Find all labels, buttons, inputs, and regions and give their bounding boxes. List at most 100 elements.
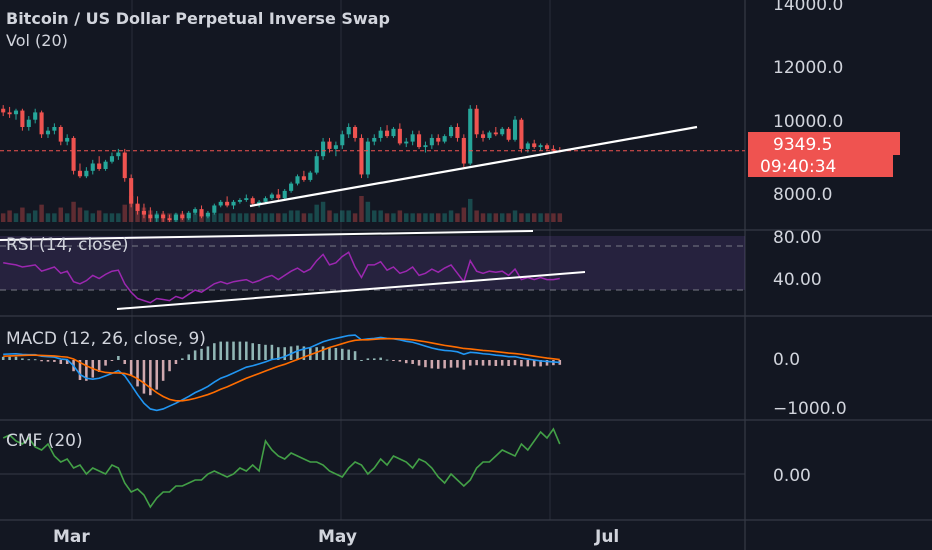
macd-histogram-bar xyxy=(462,360,466,370)
macd-histogram-bar xyxy=(398,360,402,362)
candle xyxy=(480,130,486,142)
macd-histogram-bar xyxy=(155,360,159,390)
candle xyxy=(84,167,89,179)
volume-bars xyxy=(0,196,563,222)
macd-histogram-bar xyxy=(136,360,139,387)
cmf-tick-label: 0.00 xyxy=(773,466,811,486)
last-price-badge xyxy=(748,132,900,155)
macd-histogram-bar xyxy=(104,360,107,366)
volume-bar xyxy=(250,213,255,222)
macd-histogram-bar xyxy=(257,344,261,360)
volume-bar xyxy=(487,213,492,222)
volume-bar xyxy=(52,213,57,222)
volume-bar xyxy=(218,213,223,222)
macd-histogram-bar xyxy=(340,348,344,360)
macd-histogram-bar xyxy=(366,358,370,360)
candle xyxy=(199,205,204,219)
candle xyxy=(58,125,63,146)
macd-histogram-bar xyxy=(449,360,453,368)
macd-histogram-bar xyxy=(193,350,197,360)
trendline-rsi-upper[interactable] xyxy=(0,230,534,241)
macd-histogram-bar xyxy=(238,341,242,360)
macd-histogram-bar xyxy=(232,341,235,360)
macd-histogram-bar xyxy=(385,359,389,361)
macd-histogram-bar xyxy=(110,360,114,361)
volume-bar xyxy=(320,201,326,222)
macd-histogram-bar xyxy=(264,344,267,360)
time-label-jul: Jul xyxy=(594,527,619,547)
macd-histogram-bar xyxy=(251,343,254,360)
macd-histogram-bar xyxy=(270,344,274,360)
volume-bar xyxy=(359,196,364,222)
volume-bar xyxy=(340,210,345,222)
candle xyxy=(301,170,306,182)
volume-bar xyxy=(480,213,486,222)
candle xyxy=(410,130,415,146)
candle xyxy=(359,134,364,179)
price-panel[interactable] xyxy=(0,105,745,222)
macd-histogram-bar xyxy=(302,346,306,360)
volume-bar xyxy=(391,213,396,222)
rsi-panel[interactable] xyxy=(0,230,745,310)
macd-histogram-bar xyxy=(46,360,50,362)
macd-histogram-bar xyxy=(379,357,382,360)
time-axis[interactable]: Mar May Jul xyxy=(53,527,619,547)
volume-bar xyxy=(308,213,313,222)
trendline-upper[interactable] xyxy=(249,125,698,208)
macd-tick-label: 0.0 xyxy=(773,350,800,370)
price-tick-label: 12000.0 xyxy=(773,58,843,78)
macd-histogram-bar xyxy=(123,360,127,364)
macd-histogram-bar xyxy=(277,347,280,360)
macd-histogram-bar xyxy=(142,360,146,394)
candle xyxy=(141,203,146,219)
macd-histogram-bar xyxy=(500,360,504,366)
macd-histogram-bar xyxy=(539,360,542,367)
volume-bar xyxy=(45,213,51,222)
volume-bar xyxy=(288,210,294,222)
macd-signal-line xyxy=(3,337,560,402)
candle xyxy=(429,134,434,149)
trendline-rsi-lower[interactable] xyxy=(116,271,586,310)
candle xyxy=(116,148,121,160)
volume-bar xyxy=(506,213,511,222)
candle xyxy=(436,134,441,146)
macd-panel[interactable] xyxy=(1,334,562,412)
volume-bar xyxy=(461,207,467,222)
candle xyxy=(122,148,127,182)
volume-bar xyxy=(276,213,281,222)
macd-histogram-bar xyxy=(456,360,459,368)
volume-bar xyxy=(365,201,371,222)
volume-bar xyxy=(96,210,102,222)
candle xyxy=(353,125,358,142)
candle xyxy=(391,127,396,138)
volume-bar xyxy=(557,213,563,222)
macd-histogram-bar xyxy=(481,360,485,366)
volume-bar xyxy=(512,210,518,222)
macd-histogram-bar xyxy=(417,360,421,366)
candle xyxy=(154,210,159,222)
macd-histogram-bar xyxy=(372,358,376,360)
last-price-value: 9349.5 xyxy=(773,135,832,155)
candle xyxy=(26,116,31,131)
candle xyxy=(532,139,537,149)
rsi-tick-label: 80.00 xyxy=(773,228,822,248)
volume-bar xyxy=(538,213,543,222)
volume-bar xyxy=(346,210,351,222)
candle xyxy=(20,108,25,131)
macd-histogram-bar xyxy=(200,348,203,360)
candle xyxy=(244,194,249,202)
cmf-panel[interactable] xyxy=(0,427,745,509)
macd-histogram-bar xyxy=(494,360,498,366)
candle xyxy=(487,130,492,140)
candle xyxy=(45,127,51,138)
candle xyxy=(295,174,300,186)
price-axis[interactable]: 14000.0 12000.0 10000.0 8000.0 xyxy=(773,0,843,205)
candle xyxy=(365,137,370,179)
candle xyxy=(33,108,38,124)
macd-histogram-bar xyxy=(468,360,472,366)
macd-histogram-bar xyxy=(245,341,248,360)
candle xyxy=(512,116,518,142)
volume-bar xyxy=(429,213,435,222)
candle xyxy=(442,134,447,144)
